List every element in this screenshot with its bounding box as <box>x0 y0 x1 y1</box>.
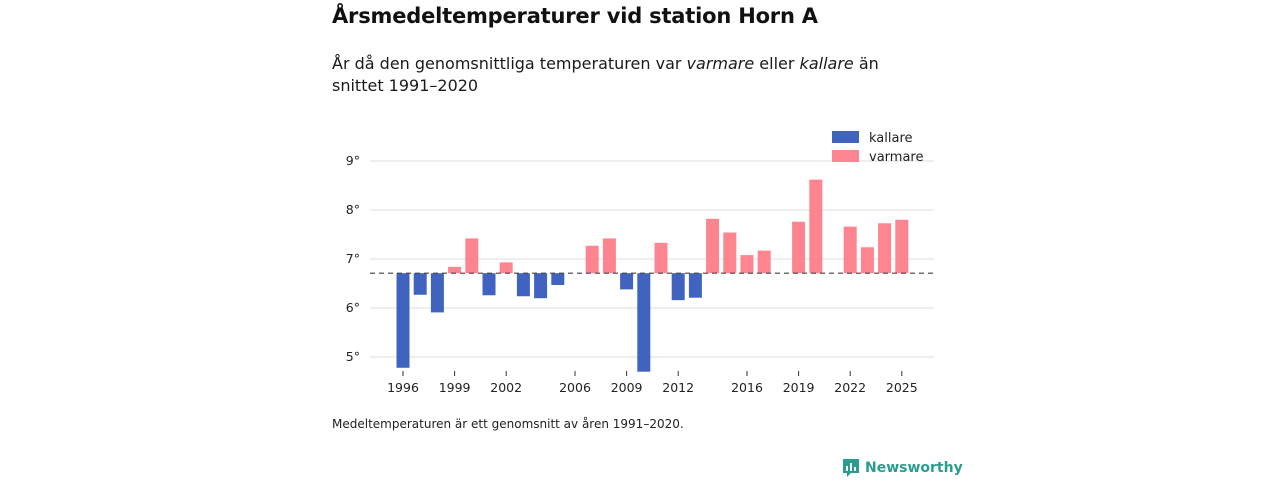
bar-2024 <box>878 223 892 274</box>
bar-2013 <box>688 273 702 298</box>
bar-2010 <box>637 273 651 372</box>
bar-2003 <box>516 273 530 297</box>
bar-2025 <box>895 219 909 274</box>
bars <box>396 179 909 372</box>
bar-2005 <box>551 273 565 285</box>
bar-1997 <box>413 273 427 295</box>
bar-2001 <box>482 273 496 296</box>
legend: kallare varmare <box>832 131 923 165</box>
brand-name: Newsworthy <box>865 460 963 476</box>
y-tick-label: 5° <box>346 349 360 364</box>
x-tick-label: 2025 <box>886 380 918 395</box>
x-tick-label: 2022 <box>834 380 866 395</box>
brand-logo: Newsworthy <box>842 458 963 478</box>
bar-2020 <box>809 179 823 274</box>
legend-swatch-kallare <box>832 131 859 143</box>
x-tick-label: 1999 <box>439 380 471 395</box>
bar-2015 <box>723 232 737 274</box>
bar-2007 <box>585 245 599 274</box>
y-tick-label: 7° <box>346 251 360 266</box>
bar-1998 <box>430 273 444 313</box>
footnote: Medeltemperaturen är ett genomsnitt av å… <box>332 417 684 431</box>
legend-label-varmare: varmare <box>869 150 923 165</box>
x-tick-label: 2009 <box>611 380 643 395</box>
bar-2016 <box>740 255 754 274</box>
subtitle-warm-word: varmare <box>686 54 755 73</box>
x-tick-label: 2002 <box>490 380 522 395</box>
bar-2002 <box>499 262 513 274</box>
x-tick-label: 2019 <box>783 380 815 395</box>
y-tick-label: 9° <box>346 153 360 168</box>
x-tick-label: 2012 <box>662 380 694 395</box>
y-tick-label: 6° <box>346 300 360 315</box>
bar-1996 <box>396 273 410 368</box>
x-tick-label: 1996 <box>387 380 419 395</box>
bar-2012 <box>671 273 685 301</box>
bar-2022 <box>843 226 857 274</box>
y-axis: 5° 6° 7° 8° 9° <box>346 153 360 364</box>
legend-swatch-varmare <box>832 150 859 162</box>
bar-2017 <box>757 250 771 274</box>
bar-2023 <box>860 247 874 274</box>
x-axis: 1996 1999 2002 2006 2009 2012 2016 2019 2022 2025 <box>387 371 918 395</box>
subtitle-text-middle: eller <box>754 54 800 73</box>
bar-1999 <box>448 266 462 274</box>
bar-2009 <box>620 273 634 290</box>
subtitle-text-after: än snittet 1991–2020 <box>332 54 879 95</box>
chart-subtitle: År då den genomsnittliga temperaturen va… <box>332 53 932 97</box>
bar-2000 <box>465 238 479 274</box>
chart-title: Årsmedeltemperaturer vid station Horn A <box>332 4 818 28</box>
grid-lines <box>370 160 934 358</box>
subtitle-cold-word: kallare <box>799 54 854 73</box>
bar-2014 <box>706 218 720 274</box>
bar-2019 <box>792 221 806 274</box>
legend-label-kallare: kallare <box>869 131 913 146</box>
newsworthy-logo-icon <box>843 459 859 477</box>
bar-2008 <box>602 238 616 274</box>
bar-2011 <box>654 242 668 274</box>
subtitle-text-before: År då den genomsnittliga temperaturen va… <box>332 54 687 73</box>
bar-2004 <box>534 273 548 299</box>
x-tick-label: 2016 <box>731 380 763 395</box>
x-tick-label: 2006 <box>559 380 591 395</box>
y-tick-label: 8° <box>346 202 360 217</box>
